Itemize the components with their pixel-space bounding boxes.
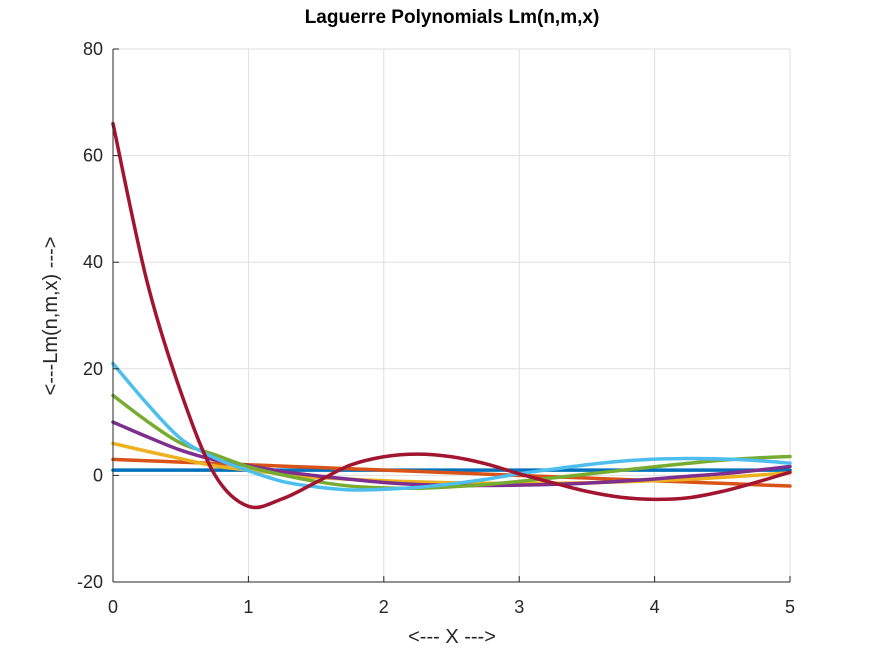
series-line-6 [111,361,792,492]
y-tick-label: 20 [83,359,103,379]
series-line-5 [111,393,792,491]
x-tick-label: 4 [650,597,660,617]
y-tick-label: 60 [83,146,103,166]
x-axis-label: <--- X ---> [408,626,496,648]
series-line-7 [111,121,792,510]
y-axis-label: <---Lm(n,m,x) ---> [40,237,62,396]
y-tick-label: 80 [83,39,103,59]
x-tick-label: 5 [785,597,795,617]
y-tick-label: 40 [83,252,103,272]
axes [112,48,791,583]
x-tick-label: 2 [379,597,389,617]
series-group [111,121,792,510]
x-tick-label: 0 [108,597,118,617]
x-tick-label: 1 [243,597,253,617]
x-tick-label: 3 [514,597,524,617]
y-tick-label: -20 [77,572,103,592]
y-tick-label: 0 [93,465,103,485]
chart-title: Laguerre Polynomials Lm(n,m,x) [305,7,600,28]
